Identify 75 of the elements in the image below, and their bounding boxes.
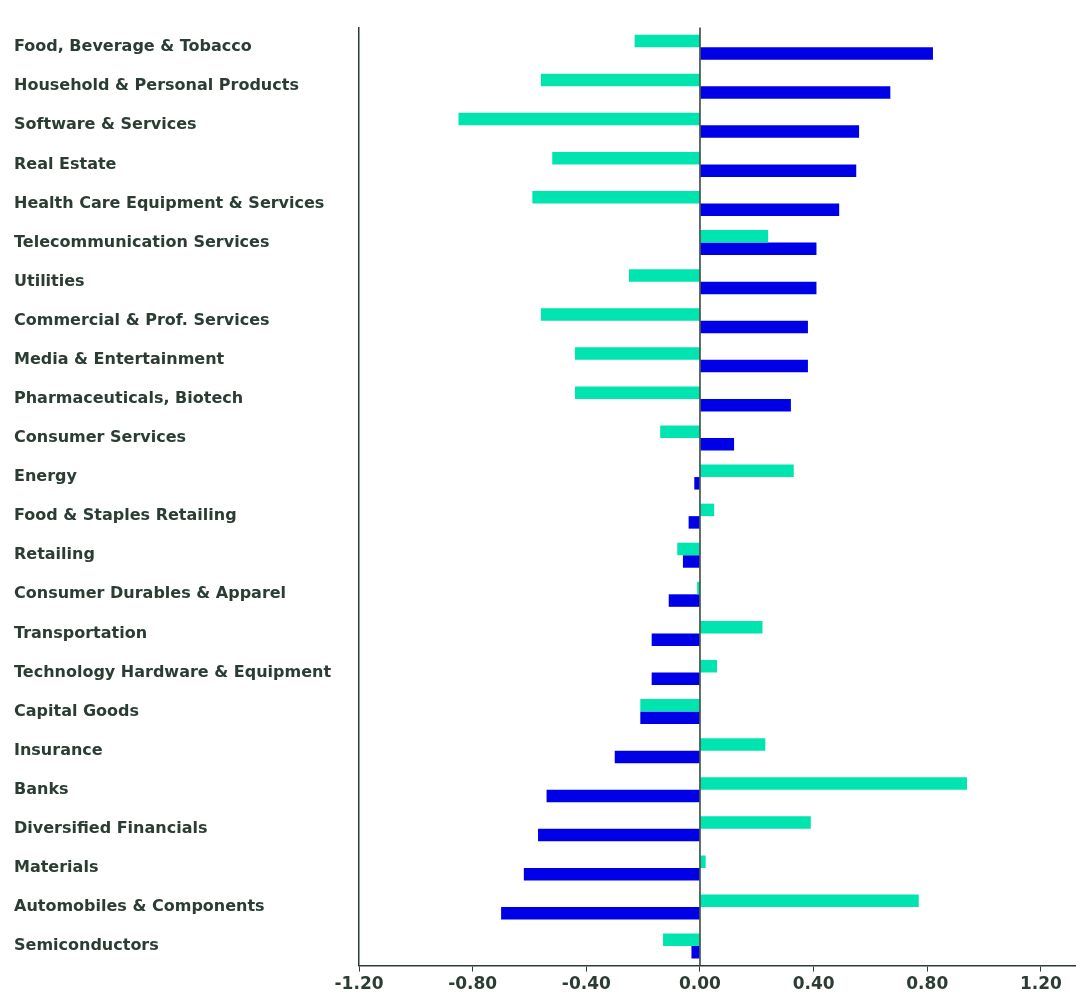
x-tick-label: -0.40 bbox=[561, 973, 611, 994]
y-tick-label: Retailing bbox=[14, 544, 95, 564]
bar bbox=[523, 867, 700, 881]
y-tick-label: Capital Goods bbox=[14, 700, 140, 720]
x-tick-label: 1.20 bbox=[1019, 973, 1063, 994]
bar bbox=[458, 112, 700, 126]
y-tick-label: Media & Entertainment bbox=[14, 348, 225, 368]
bar bbox=[700, 164, 857, 177]
bar bbox=[628, 269, 700, 282]
y-tick-label: Food, Beverage & Tobacco bbox=[14, 36, 252, 56]
y-tick-label: Diversified Financials bbox=[14, 817, 208, 837]
bar bbox=[700, 777, 968, 790]
y-tick-label: Telecommunication Services bbox=[14, 231, 270, 251]
bar bbox=[700, 816, 811, 829]
y-tick-label: Consumer Durables & Apparel bbox=[14, 583, 287, 603]
bar bbox=[538, 828, 700, 842]
bar bbox=[700, 242, 817, 256]
bar bbox=[574, 347, 700, 360]
bar bbox=[552, 151, 700, 165]
bar bbox=[540, 308, 700, 321]
bar bbox=[700, 125, 860, 138]
bar bbox=[700, 738, 766, 751]
y-tick-label: Transportation bbox=[14, 622, 148, 642]
y-tick-label: Household & Personal Products bbox=[14, 75, 299, 95]
bar bbox=[660, 425, 700, 438]
bar bbox=[700, 503, 715, 517]
bar bbox=[700, 659, 718, 673]
y-tick-label: Pharmaceuticals, Biotech bbox=[14, 388, 244, 408]
y-tick-label: Banks bbox=[14, 778, 69, 798]
y-tick-label: Real Estate bbox=[14, 153, 117, 173]
y-tick-label: Utilities bbox=[14, 270, 85, 290]
y-tick-label: Energy bbox=[14, 466, 78, 486]
bar bbox=[700, 320, 808, 334]
y-tick-label: Automobiles & Components bbox=[14, 896, 265, 916]
x-tick-label: 0.00 bbox=[679, 973, 722, 994]
bar bbox=[614, 750, 700, 764]
bar bbox=[700, 437, 735, 451]
bar bbox=[634, 34, 700, 48]
x-tick-label: -1.20 bbox=[334, 973, 384, 994]
bar bbox=[532, 190, 700, 204]
bar bbox=[700, 203, 840, 216]
y-tick-label: Software & Services bbox=[14, 114, 197, 134]
bar bbox=[668, 594, 700, 607]
bar bbox=[700, 359, 808, 373]
y-tick-label: Materials bbox=[14, 857, 99, 877]
bar bbox=[700, 620, 763, 634]
bar bbox=[700, 230, 769, 243]
bar bbox=[574, 386, 700, 399]
x-tick-label: 0.80 bbox=[906, 973, 949, 994]
bar bbox=[640, 711, 700, 725]
bar bbox=[640, 699, 700, 712]
bar bbox=[700, 281, 817, 295]
bar bbox=[546, 789, 700, 803]
bar bbox=[677, 542, 700, 556]
bar bbox=[700, 464, 794, 478]
bar bbox=[651, 672, 700, 685]
bar bbox=[682, 555, 700, 568]
bar bbox=[700, 894, 919, 907]
bar bbox=[501, 906, 700, 920]
y-tick-label: Commercial & Prof. Services bbox=[14, 309, 270, 329]
bar bbox=[700, 47, 933, 60]
bar bbox=[700, 398, 791, 412]
y-tick-label: Consumer Services bbox=[14, 427, 187, 447]
bar bbox=[700, 86, 891, 99]
y-tick-label: Health Care Equipment & Services bbox=[14, 192, 325, 212]
y-tick-label: Technology Hardware & Equipment bbox=[14, 661, 332, 681]
y-tick-label: Semiconductors bbox=[14, 935, 159, 955]
y-tick-label: Food & Staples Retailing bbox=[14, 505, 237, 525]
x-tick-label: 0.40 bbox=[792, 973, 835, 994]
bar bbox=[663, 933, 700, 947]
bar bbox=[688, 516, 700, 529]
x-tick-label: -0.80 bbox=[448, 973, 498, 994]
y-tick-label: Insurance bbox=[14, 739, 103, 759]
bar bbox=[651, 633, 700, 646]
bar bbox=[540, 73, 700, 87]
